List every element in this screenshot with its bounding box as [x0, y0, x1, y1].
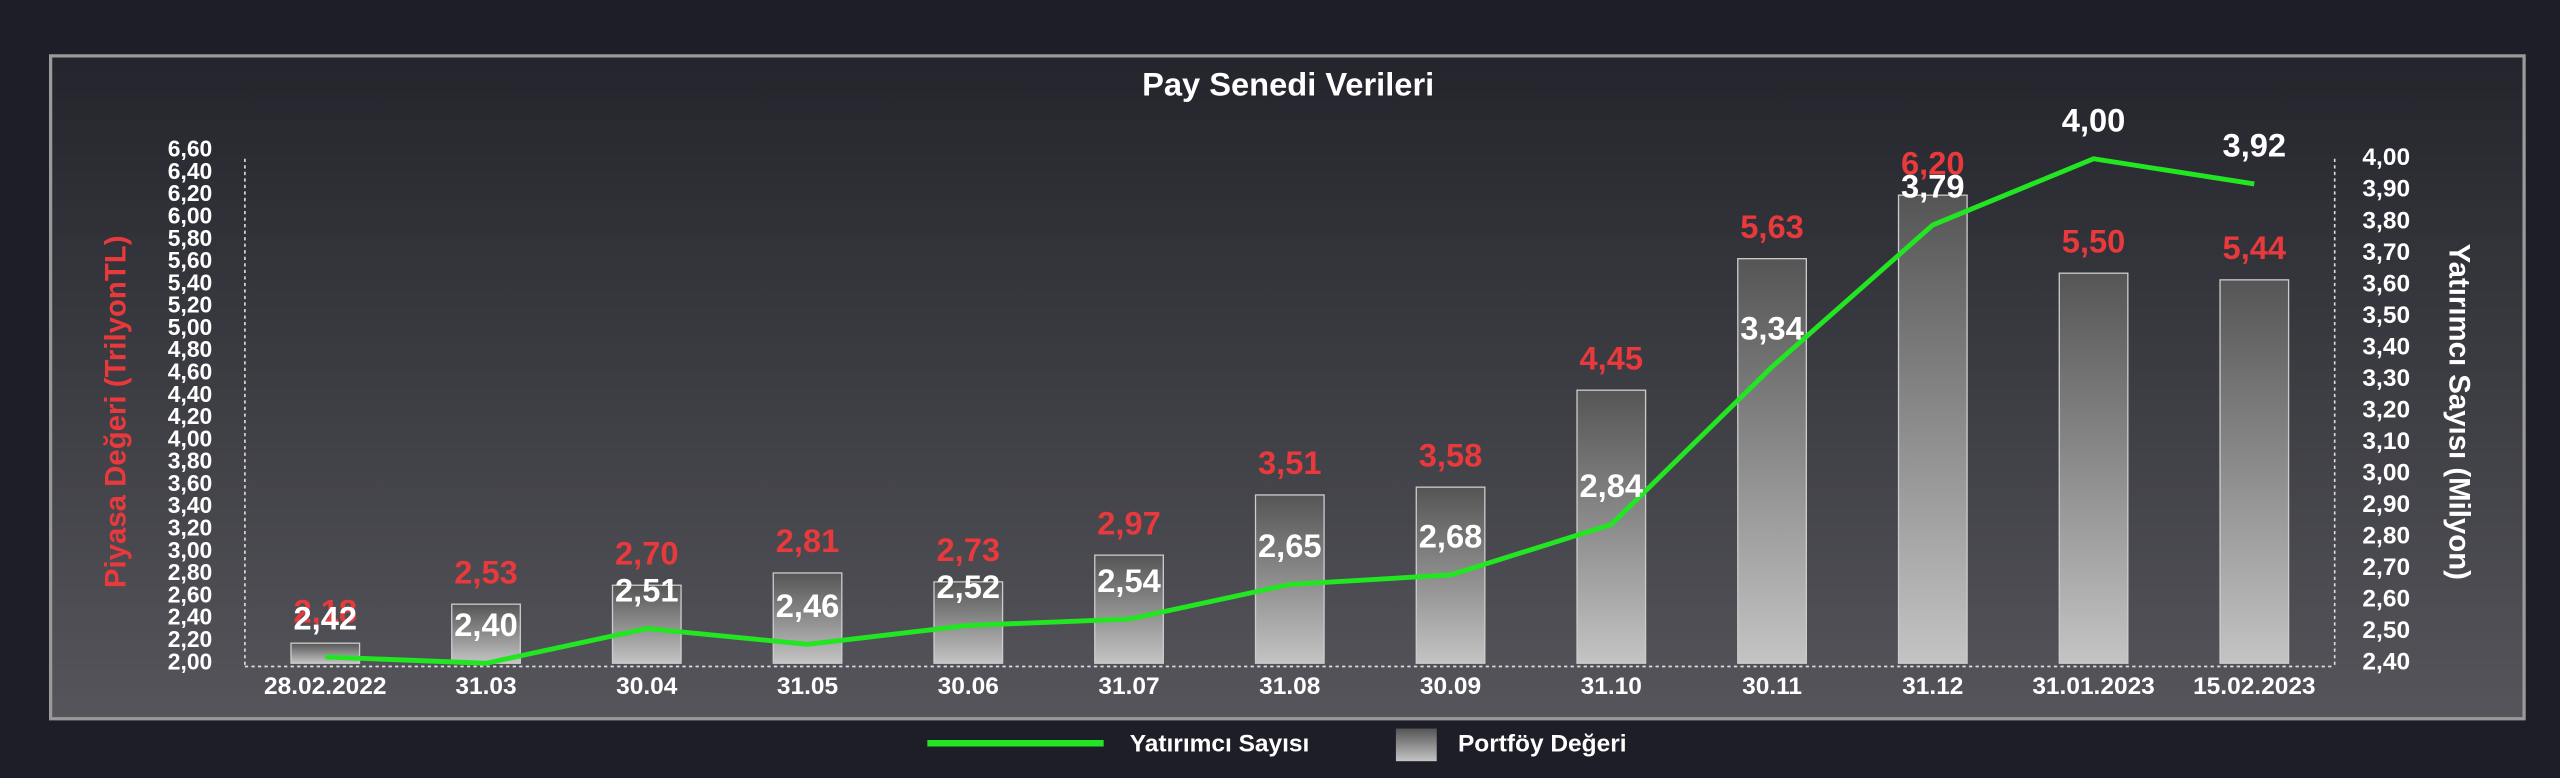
data-label: 3,92 — [2223, 127, 2287, 164]
bar — [451, 603, 521, 664]
y-tick-label: 2,80 — [168, 559, 212, 585]
y-tick-label: 2,00 — [168, 648, 212, 674]
data-label: 4,45 — [1580, 339, 1644, 376]
data-label: 2,84 — [1580, 467, 1644, 504]
x-tick-label: 31.08 — [1259, 673, 1320, 700]
y-tick-label: 6,40 — [168, 158, 212, 184]
legend-label: Portföy Değeri — [1458, 730, 1627, 757]
y2-tick-label: 3,90 — [2362, 176, 2410, 203]
y-tick-label: 4,80 — [168, 336, 212, 362]
y-axis-title: Piyasa Değeri (TrilyonTL) — [99, 236, 132, 589]
data-label: 3,79 — [1901, 168, 1965, 205]
y-tick-label: 3,40 — [168, 492, 212, 518]
data-label: 2,68 — [1419, 518, 1483, 555]
y2-tick-label: 3,10 — [2362, 428, 2410, 455]
y2-tick-label: 3,30 — [2362, 365, 2410, 392]
y2-tick-label: 3,20 — [2362, 396, 2410, 423]
line — [325, 156, 2255, 666]
data-label: 2,81 — [776, 522, 840, 559]
x-tick-label: 31.03 — [455, 673, 516, 700]
data-label: 2,46 — [776, 587, 840, 624]
data-label: 2,54 — [1097, 562, 1161, 599]
data-label: 2,53 — [454, 553, 518, 590]
y-tick-label: 6,60 — [168, 136, 212, 162]
y-tick-label: 3,20 — [168, 515, 212, 541]
bar — [2058, 272, 2129, 664]
data-label: 3,58 — [1419, 436, 1483, 473]
data-label: 5,63 — [1740, 208, 1804, 245]
data-label: 3,34 — [1740, 310, 1804, 347]
data-label: 4,00 — [2062, 101, 2126, 138]
y-tick-label: 4,00 — [168, 425, 212, 451]
y-tick-label: 2,40 — [168, 604, 212, 630]
y-tick-label: 3,00 — [168, 537, 212, 563]
data-label: 2,42 — [294, 600, 358, 637]
y-tick-label: 5,80 — [168, 225, 212, 251]
bar — [772, 572, 843, 664]
bar — [1897, 194, 1968, 664]
x-tick-label: 30.06 — [938, 673, 999, 700]
y-tick-label: 4,20 — [168, 403, 212, 429]
x-tick-label: 31.07 — [1098, 673, 1159, 700]
y2-tick-label: 4,00 — [2362, 144, 2410, 171]
y-tick-label: 5,00 — [168, 314, 212, 340]
x-tick-label: 15.02.2023 — [2193, 673, 2315, 700]
x-tick-label: 30.04 — [616, 673, 678, 700]
y2-tick-label: 2,60 — [2362, 586, 2410, 613]
data-label: 2,40 — [454, 606, 518, 643]
y2-tick-label: 2,90 — [2362, 491, 2410, 518]
x-tick-label: 30.09 — [1420, 673, 1481, 700]
y-tick-label: 2,20 — [168, 626, 212, 652]
data-label: 5,50 — [2062, 222, 2126, 259]
bar — [1094, 554, 1164, 664]
data-label: 2,18 — [294, 592, 358, 629]
data-label: 2,70 — [615, 534, 679, 571]
y-tick-label: 6,20 — [168, 180, 212, 206]
data-label: 6,20 — [1901, 144, 1965, 181]
y-tick-label: 3,60 — [168, 470, 212, 496]
x-tick-label: 30.11 — [1742, 673, 1802, 700]
x-tick-label: 31.05 — [777, 673, 838, 700]
x-tick-label: 31.01.2023 — [2032, 673, 2154, 700]
y-tick-label: 4,60 — [168, 359, 212, 385]
data-label: 2,65 — [1258, 527, 1322, 564]
x-tick-label: 31.10 — [1581, 673, 1642, 700]
y2-tick-label: 2,40 — [2362, 649, 2410, 676]
y2-tick-label: 2,70 — [2362, 554, 2410, 581]
legend-swatch — [1395, 728, 1437, 762]
bar — [1254, 494, 1325, 664]
data-label: 2,73 — [937, 531, 1001, 568]
y2-tick-label: 3,80 — [2362, 207, 2410, 234]
y2-tick-label: 3,50 — [2362, 302, 2410, 329]
y2-tick-label: 3,60 — [2362, 270, 2410, 297]
data-label: 2,97 — [1097, 504, 1161, 541]
y-tick-label: 4,40 — [168, 381, 212, 407]
chart-title: Pay Senedi Verileri — [1142, 66, 1434, 103]
bar — [611, 584, 682, 664]
data-label: 5,44 — [2223, 229, 2287, 266]
y2-tick-label: 3,70 — [2362, 239, 2410, 266]
data-label: 2,51 — [615, 571, 679, 608]
y2-tick-label: 3,40 — [2362, 333, 2410, 360]
legend-label: Yatırımcı Sayısı — [1130, 730, 1310, 757]
x-tick-label: 31.12 — [1902, 673, 1963, 700]
y2-tick-label: 2,80 — [2362, 523, 2410, 550]
y2-tick-label: 2,50 — [2362, 617, 2410, 644]
bar — [2219, 279, 2290, 664]
data-label: 3,51 — [1258, 444, 1322, 481]
data-label: 2,52 — [937, 568, 1001, 605]
bar — [1737, 258, 1807, 664]
y-tick-label: 5,20 — [168, 292, 212, 318]
y-tick-label: 6,00 — [168, 202, 212, 228]
y-tick-label: 5,40 — [168, 269, 212, 295]
y2-tick-label: 3,00 — [2362, 460, 2410, 487]
y-tick-label: 2,60 — [168, 581, 212, 607]
x-tick-label: 28.02.2022 — [264, 673, 386, 700]
y2-axis-title: Yatırımcı Sayısı (Milyon) — [2442, 244, 2475, 580]
y-tick-label: 5,60 — [168, 247, 212, 273]
y-tick-label: 3,80 — [168, 448, 212, 474]
